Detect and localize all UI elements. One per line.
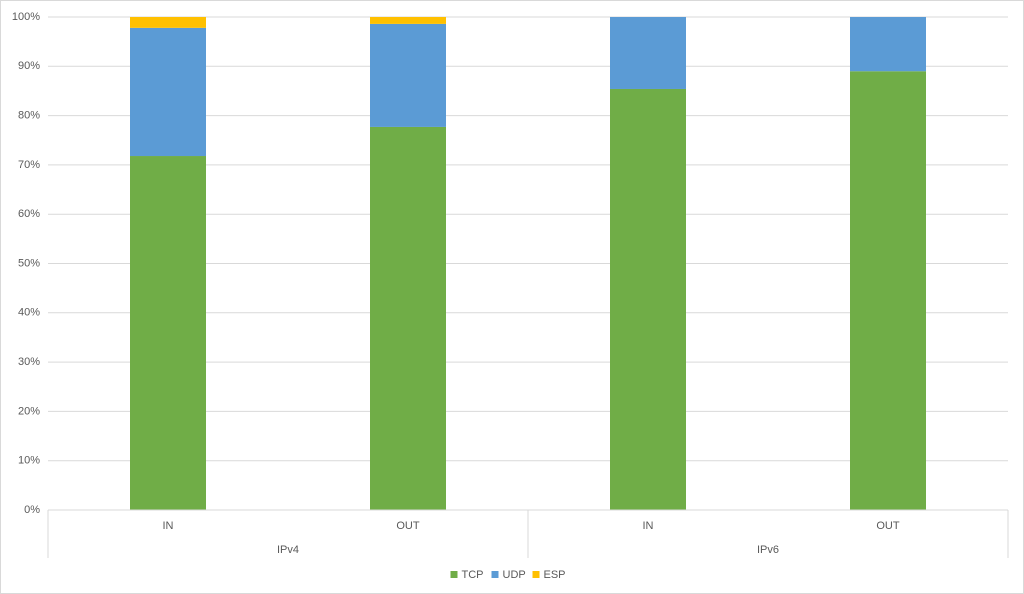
y-tick-label: 60%: [18, 208, 40, 220]
bar-segment: [370, 126, 446, 511]
y-tick-label: 70%: [18, 159, 40, 171]
bar-segment: [130, 27, 206, 157]
y-tick-label: 50%: [18, 257, 40, 269]
legend-label: UDP: [503, 569, 526, 581]
bar-segment: [370, 17, 446, 24]
y-tick-label: 30%: [18, 356, 40, 368]
legend-swatch: [450, 571, 458, 578]
bar-segment: [130, 17, 206, 28]
bar-segment: [610, 17, 686, 89]
y-tick-label: 90%: [18, 60, 40, 72]
legend-label: ESP: [544, 569, 566, 581]
y-tick-label: 80%: [18, 110, 40, 122]
legend-label: TCP: [462, 569, 484, 581]
x-tick-label: OUT: [396, 520, 420, 532]
x-tick-label: IN: [643, 520, 654, 532]
y-tick-label: 10%: [18, 455, 40, 467]
x-tick-label: OUT: [876, 520, 900, 532]
y-tick-label: 0%: [24, 504, 40, 516]
x-tick-label: IN: [163, 520, 174, 532]
legend-swatch: [491, 571, 499, 578]
y-tick-label: 20%: [18, 405, 40, 417]
bar-segment: [850, 17, 926, 72]
legend-swatch: [532, 571, 540, 578]
bar-segment: [610, 88, 686, 510]
bar-segment: [370, 23, 446, 127]
y-tick-label: 100%: [12, 11, 40, 23]
bar-segment: [130, 156, 206, 510]
group-label: IPv6: [757, 544, 779, 556]
group-label: IPv4: [277, 544, 299, 556]
y-tick-label: 40%: [18, 307, 40, 319]
bar-segment: [850, 71, 926, 510]
